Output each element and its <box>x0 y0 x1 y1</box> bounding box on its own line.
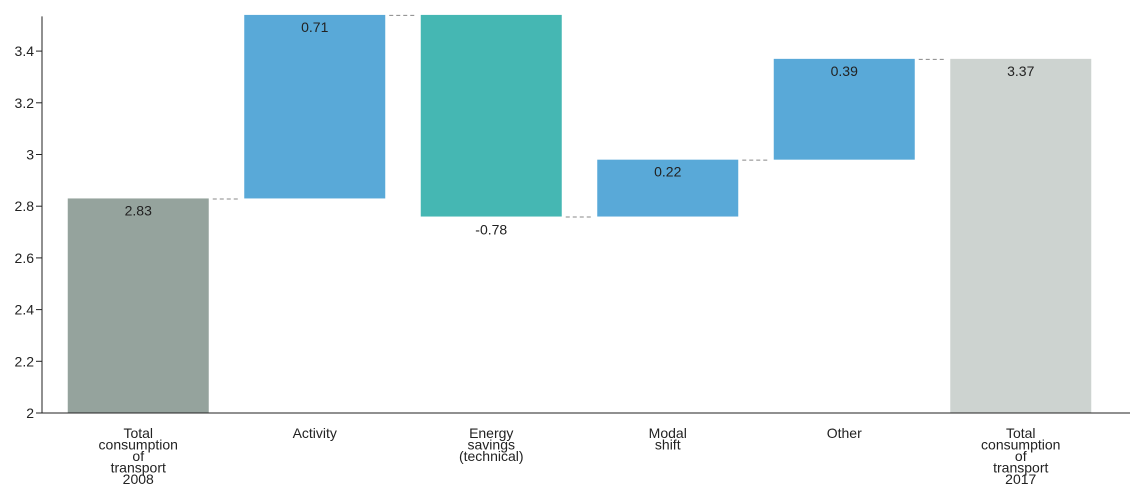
waterfall-bar <box>420 14 562 217</box>
value-label: 0.22 <box>654 164 681 180</box>
y-tick-label: 2.2 <box>15 353 35 369</box>
connectors <box>212 14 947 218</box>
waterfall-bar <box>950 58 1092 413</box>
bars <box>67 14 1092 413</box>
value-label: 3.37 <box>1007 63 1034 79</box>
x-category-label-line: Total <box>1006 425 1036 441</box>
y-tick-label: 2.8 <box>15 198 35 214</box>
x-category-label-line: transport <box>993 460 1048 476</box>
x-category-label: Other <box>827 425 862 441</box>
x-category-label: Total consumption of transport 2017 <box>981 425 1060 487</box>
x-category-label-line: consumption <box>981 437 1060 453</box>
x-category-label-line: consumption <box>99 437 178 453</box>
waterfall-bar <box>597 159 739 217</box>
x-category-label-line: 2008 <box>123 471 154 487</box>
x-category-label-line: savings <box>468 437 515 453</box>
x-category-label-line: Activity <box>293 425 337 441</box>
waterfall-bar <box>244 14 386 199</box>
y-axis: 2 2.2 2.4 2.6 2.8 3 3.2 3.4 <box>15 16 43 421</box>
x-category-label-line: Total <box>123 425 153 441</box>
x-category-label-line: of <box>1015 448 1027 464</box>
x-category-label: Activity <box>293 425 337 441</box>
x-category-label-line: Energy <box>469 425 513 441</box>
x-category-label-line: (technical) <box>459 448 524 464</box>
x-category-label-line: of <box>132 448 144 464</box>
y-tick-label: 3 <box>26 147 34 163</box>
y-tick-label: 2 <box>26 405 34 421</box>
y-tick-label: 3.4 <box>15 43 35 59</box>
x-category-label-line: shift <box>655 437 681 453</box>
y-tick-label: 3.2 <box>15 95 35 111</box>
value-labels: 2.83 0.71 -0.78 0.22 0.39 3.37 <box>125 19 1035 238</box>
x-category-label-line: Other <box>827 425 862 441</box>
value-label: 0.71 <box>301 19 328 35</box>
x-category-label-line: transport <box>111 460 166 476</box>
x-category-label: Total consumption of transport 2008 <box>99 425 178 487</box>
value-label: -0.78 <box>475 222 507 238</box>
y-tick-label: 2.4 <box>15 302 35 318</box>
waterfall-bar <box>67 198 209 413</box>
x-category-label: Energy savings (technical) <box>459 425 524 464</box>
y-tick-label: 2.6 <box>15 250 35 266</box>
value-label: 2.83 <box>125 202 152 218</box>
value-label: 0.39 <box>831 63 858 79</box>
x-category-label: Modal shift <box>649 425 687 453</box>
x-category-label-line: 2017 <box>1005 471 1036 487</box>
x-category-label-line: Modal <box>649 425 687 441</box>
waterfall-bar <box>773 58 915 160</box>
